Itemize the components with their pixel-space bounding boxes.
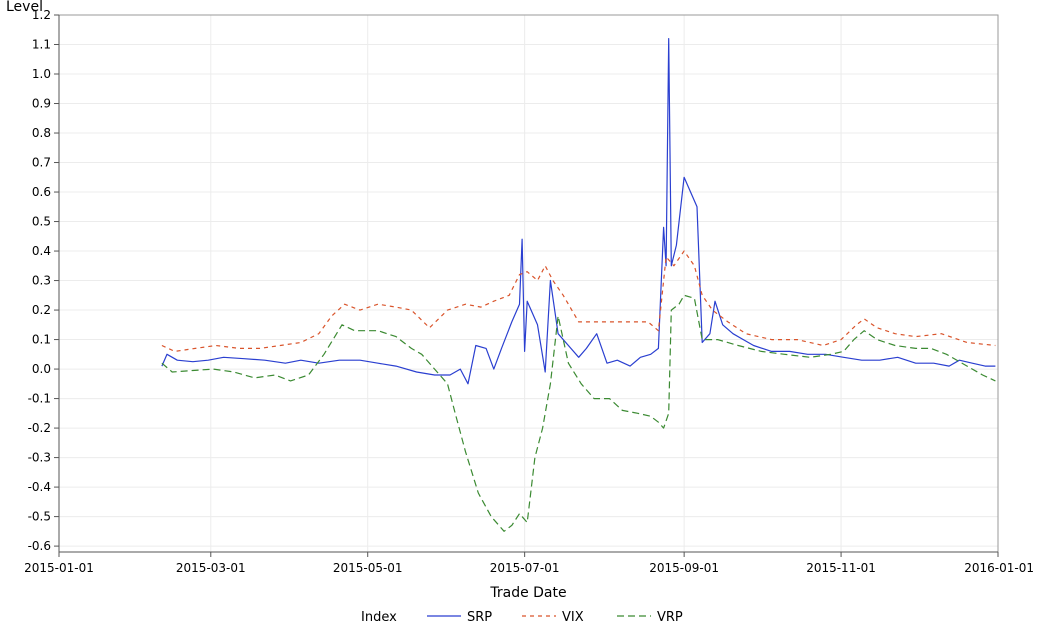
y-tick-label: 0.2 (32, 303, 51, 317)
y-tick-label: 0.7 (32, 156, 51, 170)
series-line-srp (161, 38, 996, 385)
y-tick-label: -0.3 (28, 451, 51, 465)
y-tick-label: -0.1 (28, 392, 51, 406)
x-tick-label: 2015-01-01 (24, 561, 94, 575)
y-tick-label: 0.6 (32, 185, 51, 199)
x-tick-label: 2015-07-01 (490, 561, 560, 575)
series-layer (161, 38, 996, 532)
x-tick-label: 2015-11-01 (806, 561, 876, 575)
y-tick-label: 0.4 (32, 244, 51, 258)
x-axis-title: Trade Date (489, 585, 566, 601)
plot-frame (58, 14, 999, 553)
y-tick-label: 0.5 (32, 215, 51, 229)
series-line-vrp (161, 294, 996, 532)
y-tick-label: 1.2 (32, 8, 51, 22)
series-line-vix (161, 250, 996, 352)
y-tick-label: 1.0 (32, 67, 51, 81)
y-tick-label: 0.9 (32, 97, 51, 111)
legend-label-srp: SRP (467, 610, 492, 625)
legend-title: Index (361, 610, 397, 625)
legend-label-vrp: VRP (657, 610, 683, 625)
x-tick-label: 2015-03-01 (176, 561, 246, 575)
y-tick-label: 1.1 (32, 38, 51, 52)
y-tick-label: -0.4 (28, 480, 51, 494)
y-tick-label: -0.6 (28, 539, 51, 553)
legend-label-vix: VIX (562, 610, 584, 625)
y-tick-label: 0.1 (32, 333, 51, 347)
y-tick-label: -0.5 (28, 510, 51, 524)
x-tick-label: 2016-01-01 (964, 561, 1034, 575)
y-axis-title: Level (6, 0, 43, 15)
legend: Index SRP VIX VRP (361, 610, 683, 625)
y-tick-label: -0.2 (28, 421, 51, 435)
x-axis: 2015-01-01 2015-03-01 2015-05-01 2015-07-01… (24, 551, 1034, 575)
grid (58, 14, 999, 552)
y-axis: -0.6 -0.5 -0.4 -0.3 -0.2 -0.1 0.0 0.1 0.2 0.3 0.4 0… (28, 8, 60, 553)
y-tick-label: 0.3 (32, 274, 51, 288)
x-tick-label: 2015-09-01 (649, 561, 719, 575)
y-tick-label: 0.8 (32, 126, 51, 140)
x-tick-label: 2015-05-01 (333, 561, 403, 575)
y-tick-label: 0.0 (32, 362, 51, 376)
